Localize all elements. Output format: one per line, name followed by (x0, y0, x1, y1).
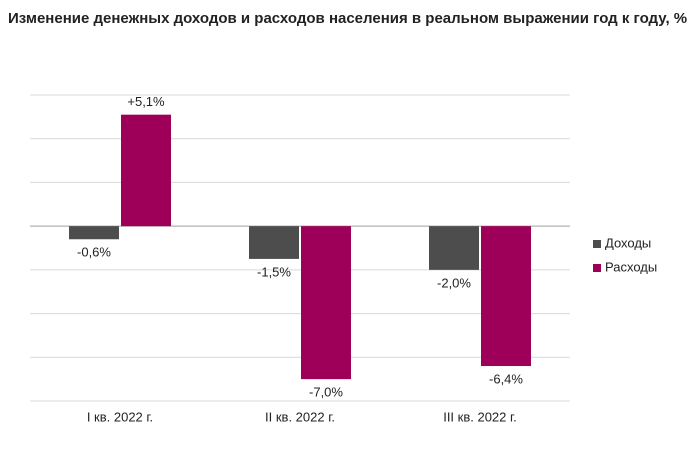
value-label: -6,4% (489, 371, 523, 386)
bar (69, 226, 119, 240)
bar (249, 226, 299, 259)
bar (429, 226, 479, 270)
legend-swatch (593, 240, 601, 248)
bar (301, 226, 351, 380)
legend-label: Расходы (605, 259, 657, 274)
legend-swatch (593, 264, 601, 272)
x-tick-label: I кв. 2022 г. (87, 409, 153, 424)
value-label: -1,5% (257, 264, 291, 279)
value-label: -2,0% (437, 275, 471, 290)
value-label: +5,1% (127, 94, 165, 109)
chart-title: Изменение денежных доходов и расходов на… (8, 10, 688, 27)
bar (481, 226, 531, 367)
value-label: -0,6% (77, 245, 111, 260)
legend-label: Доходы (605, 235, 651, 250)
bar (121, 114, 171, 227)
x-tick-label: II кв. 2022 г. (265, 409, 335, 424)
x-tick-label: III кв. 2022 г. (443, 409, 517, 424)
value-label: -7,0% (309, 385, 343, 400)
